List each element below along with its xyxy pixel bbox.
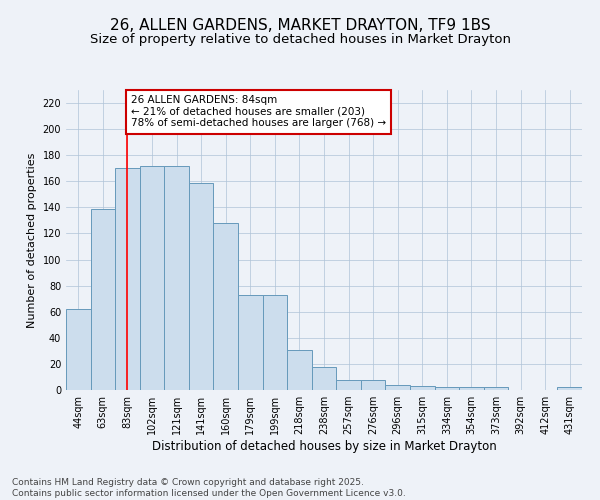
Bar: [263, 295, 287, 390]
Bar: [287, 350, 312, 390]
Text: 26 ALLEN GARDENS: 84sqm
← 21% of detached houses are smaller (203)
78% of semi-d: 26 ALLEN GARDENS: 84sqm ← 21% of detache…: [131, 95, 386, 128]
Bar: [484, 388, 508, 390]
Text: 26, ALLEN GARDENS, MARKET DRAYTON, TF9 1BS: 26, ALLEN GARDENS, MARKET DRAYTON, TF9 1…: [110, 18, 490, 32]
Bar: [385, 385, 410, 390]
Bar: [434, 388, 459, 390]
Bar: [459, 388, 484, 390]
Bar: [557, 388, 582, 390]
Text: Size of property relative to detached houses in Market Drayton: Size of property relative to detached ho…: [89, 32, 511, 46]
Bar: [164, 166, 189, 390]
Bar: [410, 386, 434, 390]
Bar: [336, 380, 361, 390]
Bar: [91, 208, 115, 390]
Bar: [189, 182, 214, 390]
Y-axis label: Number of detached properties: Number of detached properties: [27, 152, 37, 328]
Bar: [312, 366, 336, 390]
Bar: [361, 380, 385, 390]
Bar: [140, 166, 164, 390]
Text: Contains HM Land Registry data © Crown copyright and database right 2025.
Contai: Contains HM Land Registry data © Crown c…: [12, 478, 406, 498]
Bar: [238, 295, 263, 390]
Bar: [214, 223, 238, 390]
Bar: [115, 168, 140, 390]
Bar: [66, 309, 91, 390]
X-axis label: Distribution of detached houses by size in Market Drayton: Distribution of detached houses by size …: [152, 440, 496, 453]
